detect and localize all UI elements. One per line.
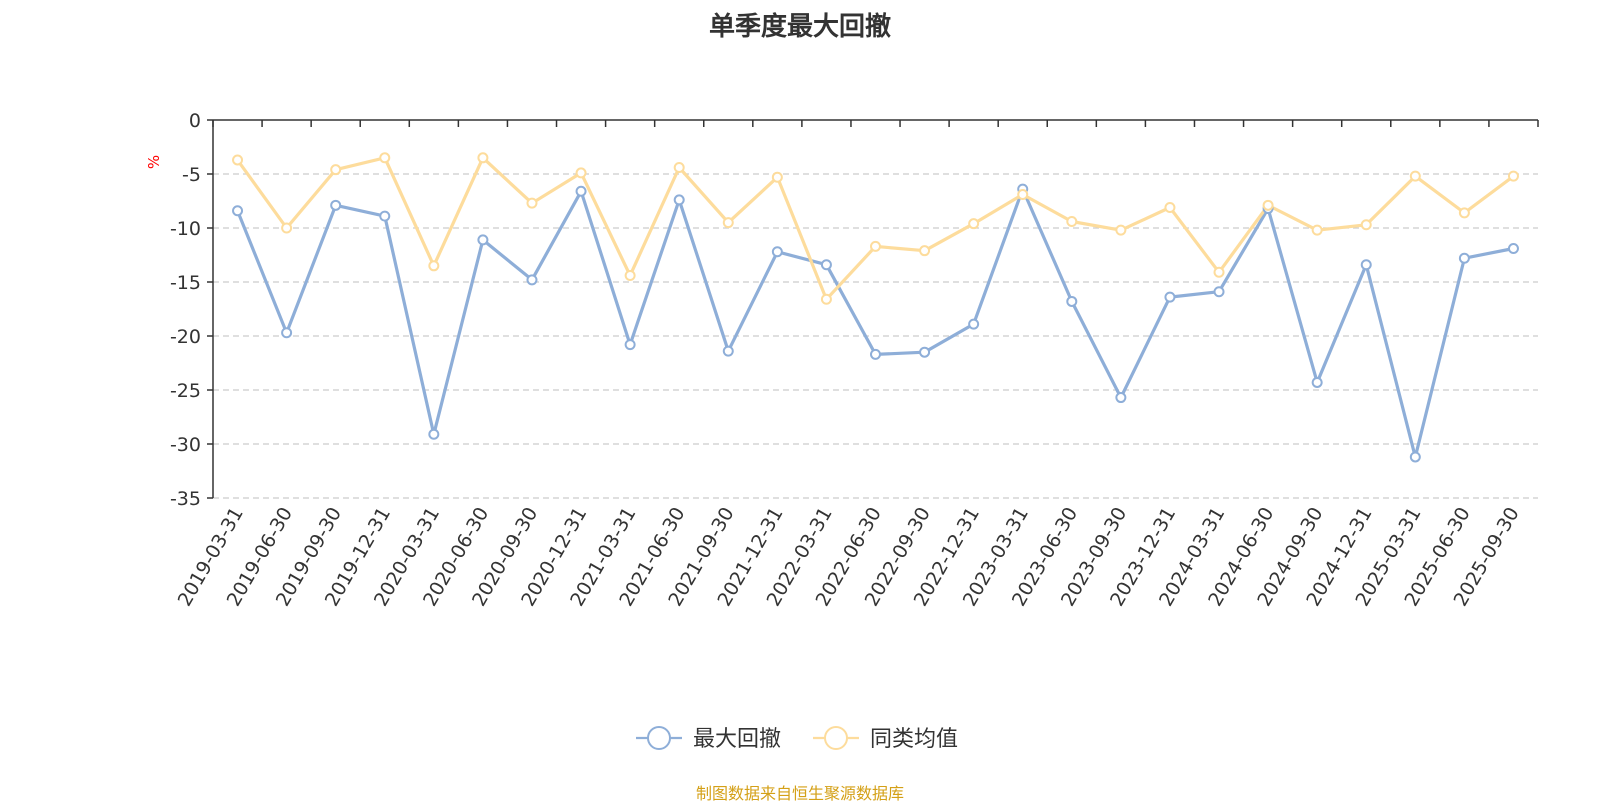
data-point: 最大回撤 2021-03-31: -20.8: [624, 339, 636, 351]
data-point: 最大回撤 2021-09-30: -21.4: [722, 345, 734, 357]
data-point: 最大回撤 2021-06-30: -7.4: [673, 194, 685, 206]
data-point: 最大回撤 2022-12-31: -18.9: [968, 318, 980, 330]
data-point: 最大回撤 2022-09-30: -21.5: [919, 346, 931, 358]
data-point: 最大回撤 2023-09-30: -25.7: [1115, 392, 1127, 404]
data-point: 最大回撤 2022-06-30: -21.7: [870, 348, 881, 360]
data-point: 同类均值 2021-09-30: -9.5: [722, 217, 734, 229]
data-point: 同类均值 2021-12-31: -5.3: [771, 171, 783, 183]
data-point: 同类均值 2024-12-31: -9.7: [1360, 219, 1372, 231]
data-point: 同类均值 2021-06-30: -4.4: [673, 162, 685, 174]
data-point: 最大回撤 2019-09-30: -7.9: [330, 199, 342, 211]
data-point: 同类均值 2025-06-30: -8.6: [1458, 207, 1470, 219]
data-point: 最大回撤 2023-12-31: -16.4: [1164, 291, 1176, 303]
y-axis-unit-label: %: [145, 155, 163, 169]
data-point: 最大回撤 2021-12-31: -12.2: [771, 246, 783, 258]
legend-item-1[interactable]: 最大回撤: [636, 726, 781, 752]
data-point: 同类均值 2022-03-31: -16.6: [820, 293, 832, 305]
data-point: 同类均值 2020-06-30: -3.5: [477, 152, 489, 164]
chart-title: 单季度最大回撤: [708, 12, 891, 42]
data-point: 最大回撤 2025-06-30: -12.8: [1458, 252, 1470, 264]
data-point: 同类均值 2020-09-30: -7.7: [526, 197, 538, 209]
legend-label: 同类均值: [870, 727, 958, 752]
legend[interactable]: 最大回撤 同类均值: [636, 726, 958, 752]
y-tick-label: -35: [170, 488, 201, 510]
y-tick-label: -20: [170, 326, 201, 348]
y-tick-label: -5: [182, 164, 201, 186]
y-tick-label: -10: [170, 218, 201, 240]
data-point: 最大回撤 2020-03-31: -29.1: [428, 428, 440, 440]
source-note: 制图数据来自恒生聚源数据库: [695, 784, 904, 803]
data-point: 同类均值 2022-09-30: -12.1: [919, 245, 931, 257]
data-point: 同类均值 2024-09-30: -10.2: [1311, 224, 1323, 236]
data-point: 最大回撤 2019-03-31: -8.4: [232, 205, 244, 217]
data-point: 同类均值 2021-03-31: -14.4: [624, 270, 636, 282]
grid-lines: [213, 173, 1538, 499]
data-point: 同类均值 2023-06-30: -9.4: [1066, 216, 1078, 228]
data-point: 同类均值 2024-06-30: -7.9: [1262, 199, 1274, 211]
data-point: 最大回撤 2023-06-30: -16.8: [1066, 295, 1078, 307]
data-point: 同类均值 2025-03-31: -5.2: [1409, 170, 1421, 182]
data-point: 最大回撤 2024-03-31: -15.9: [1213, 286, 1225, 298]
data-point: 最大回撤 2025-09-30: -11.9: [1507, 243, 1519, 255]
data-point: 同类均值 2019-03-31: -3.7: [232, 154, 244, 166]
data-point: 同类均值 2025-09-30: -5.2: [1507, 170, 1519, 182]
data-point: 同类均值 2022-06-30: -11.7: [870, 240, 881, 252]
y-tick-label: -30: [170, 434, 201, 456]
data-point: 同类均值 2023-09-30: -10.2: [1115, 224, 1127, 236]
data-point: 同类均值 2019-12-31: -3.5: [379, 152, 391, 164]
data-point: 最大回撤 2020-12-31: -6.6: [575, 185, 587, 197]
data-point: 同类均值 2024-03-31: -14.1: [1213, 266, 1225, 278]
axes: 0-5-10-15-20-25-30-35%2019-03-312019-06-…: [145, 110, 1539, 610]
data-point: 最大回撤 2020-09-30: -14.8: [526, 274, 538, 286]
data-point: 最大回撤 2024-09-30: -24.3: [1311, 376, 1323, 388]
legend-circle-icon: [647, 726, 671, 750]
data-point: 同类均值 2023-12-31: -8.1: [1164, 201, 1176, 213]
legend-item-2[interactable]: 同类均值: [813, 726, 958, 752]
legend-label: 最大回撤: [693, 727, 781, 752]
data-point: 同类均值 2019-09-30: -4.6: [330, 164, 342, 176]
data-point: 最大回撤 2019-06-30: -19.7: [281, 327, 293, 339]
data-point: 最大回撤 2022-03-31: -13.4: [820, 259, 832, 271]
series-lines: 最大回撤 2019-03-31: -8.4 最大回撤 2019-06-30: -1…: [232, 152, 1519, 463]
y-tick-label: -25: [170, 380, 201, 402]
data-point: 最大回撤 2024-12-31: -13.4: [1360, 259, 1372, 271]
data-point: 同类均值 2020-03-31: -13.5: [428, 260, 440, 272]
data-point: 最大回撤 2025-03-31: -31.2: [1409, 451, 1421, 463]
data-point: 最大回撤 2019-12-31: -8.9: [379, 210, 391, 222]
y-tick-label: 0: [189, 110, 201, 132]
data-point: 同类均值 2019-06-30: -10: [281, 222, 293, 234]
y-tick-label: -15: [170, 272, 201, 294]
data-point: 同类均值 2023-03-31: -6.9: [1017, 189, 1029, 201]
data-point: 最大回撤 2020-06-30: -11.1: [477, 234, 489, 246]
data-point: 同类均值 2022-12-31: -9.6: [968, 218, 980, 230]
data-point: 同类均值 2020-12-31: -4.9: [575, 167, 587, 179]
legend-circle-icon: [824, 726, 848, 750]
